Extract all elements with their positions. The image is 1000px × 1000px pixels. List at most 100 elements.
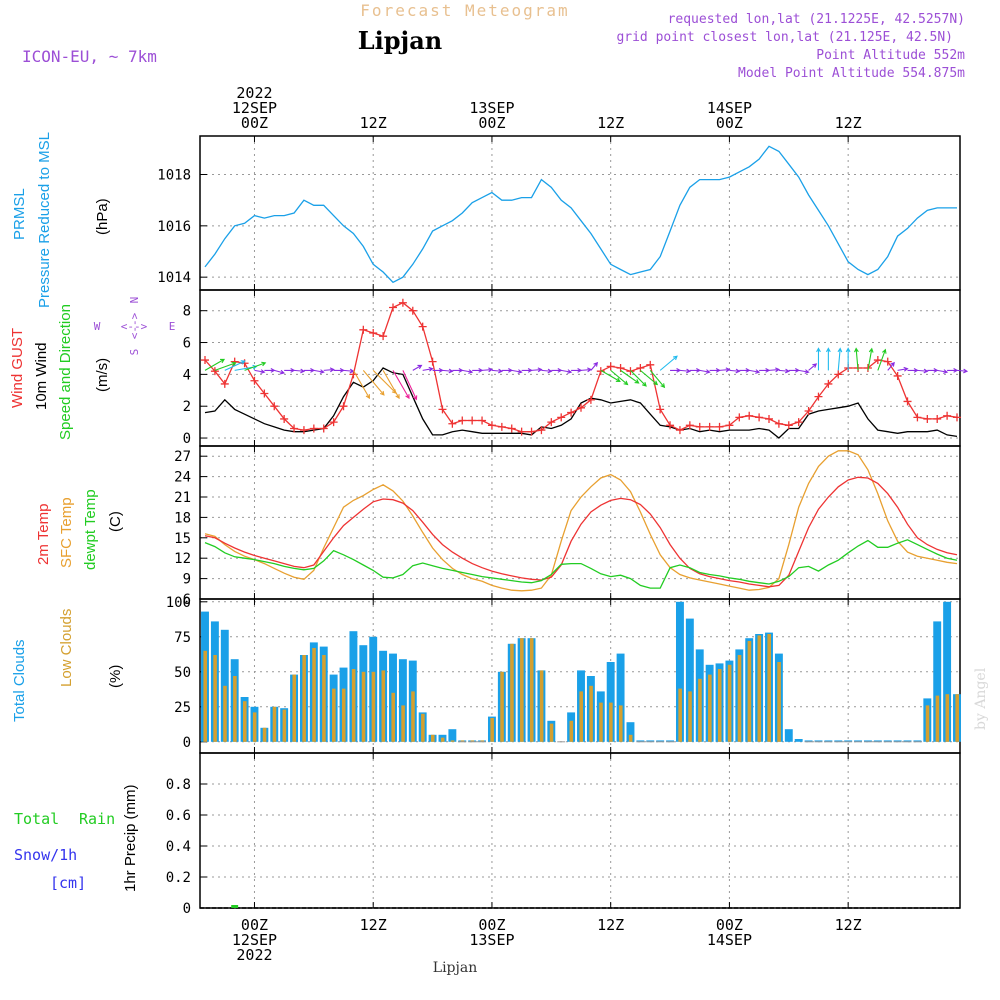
gust-point — [448, 419, 457, 428]
wind-arrow — [442, 368, 454, 374]
y-tick-label: 1014 — [157, 270, 191, 286]
time-label: 13SEP — [469, 931, 514, 949]
gust-point — [695, 422, 704, 431]
gust-point — [201, 356, 209, 365]
time-label: 2022 — [236, 946, 272, 964]
wind-arrow — [254, 369, 266, 374]
wind-arrow — [610, 369, 629, 386]
gust-point — [824, 379, 833, 388]
wind-arrow — [224, 360, 246, 371]
rain-bar — [231, 905, 239, 908]
y-tick-label: 75 — [174, 630, 191, 646]
total-cloud-bar — [675, 601, 684, 742]
gust-point — [527, 427, 536, 436]
low-cloud-bar — [945, 694, 950, 742]
panel-frame — [199, 752, 961, 909]
y-tick-label: 4 — [183, 367, 191, 383]
gust-point — [497, 422, 506, 431]
total-cloud-bar — [666, 740, 675, 742]
temp2m-line — [204, 476, 958, 588]
precip-labels: Total Rain Snow/1h [cm] 1hr Precip (mm) — [14, 784, 139, 892]
wind-arrow — [422, 366, 434, 372]
y-tick-label: 0.8 — [166, 777, 191, 793]
wind-arrow — [808, 363, 818, 371]
total-cloud-bar — [685, 618, 694, 742]
total-cloud-bar — [804, 740, 813, 742]
gust-point — [675, 426, 684, 435]
wind-arrow — [640, 369, 659, 386]
gust-point — [774, 419, 783, 428]
precip-unit: 1hr Precip (mm) — [122, 784, 139, 892]
wind-unit: (m/s) — [94, 358, 111, 392]
low-cloud-bar — [569, 720, 574, 742]
gust-point — [784, 421, 793, 430]
gust-point — [725, 421, 734, 430]
y-tick-label: 18 — [174, 510, 191, 526]
gust-point — [913, 413, 922, 422]
gust-point — [577, 403, 585, 412]
time-label: 12Z — [597, 114, 624, 132]
gust-point — [903, 397, 912, 406]
gust-point — [834, 370, 843, 379]
gust-point — [487, 421, 496, 430]
wind-arrow — [816, 347, 821, 371]
location-title: Lipjan — [358, 26, 442, 55]
gust-point — [468, 416, 477, 425]
wind-arrow — [352, 370, 370, 400]
time-label: 2022 — [236, 84, 272, 102]
time-label: 12Z — [360, 916, 387, 934]
total-cloud-bar — [893, 740, 902, 742]
low-cloud-bar — [233, 676, 237, 742]
gust-point — [794, 418, 803, 427]
low-cloud-bar — [282, 709, 287, 742]
low-cloud-bar — [391, 692, 395, 742]
wind-arrow — [294, 368, 306, 374]
total-cloud-bar — [794, 739, 803, 742]
low-cloud-bar — [371, 671, 376, 742]
snow-label: Snow/1h — [14, 846, 77, 864]
total-cloud-bar — [933, 621, 942, 742]
time-label: 00Z — [478, 916, 505, 934]
y-tick-label: 50 — [174, 665, 191, 681]
sfctemp-line — [204, 450, 958, 592]
low-cloud-bar — [925, 705, 930, 742]
gust-point — [893, 371, 902, 380]
temp2m-label: 2m Temp — [35, 504, 52, 565]
wind-arrow — [709, 367, 721, 373]
gust-point — [547, 418, 556, 427]
wind-arrow — [837, 347, 843, 371]
model-altitude: Model Point Altitude 554.875m — [738, 66, 965, 81]
y-tick-label: 15 — [174, 531, 191, 547]
wind-arrow — [551, 367, 563, 373]
wind-arrow — [531, 367, 543, 373]
gust-point — [418, 322, 427, 331]
compass-s: S — [128, 349, 141, 356]
low-cloud-bar — [312, 648, 316, 742]
time-label: 00Z — [716, 114, 743, 132]
total-cloud-bar — [883, 740, 892, 742]
gust-point — [339, 402, 348, 411]
wind-arrow — [571, 367, 583, 373]
wind-arrow — [274, 369, 286, 375]
low-cloud-bar — [767, 634, 771, 742]
wind-arrow — [854, 347, 859, 371]
compass-w: W — [94, 320, 101, 333]
low-cloud-bar — [599, 702, 603, 742]
wind-arrow — [264, 367, 276, 373]
y-tick-label: 9 — [183, 572, 191, 588]
wind-arrow — [877, 348, 887, 371]
wind-arrow — [788, 367, 800, 373]
gust-point — [438, 405, 447, 414]
clouds-labels: Total Clouds Low Clouds (%) — [11, 609, 124, 722]
wind-arrow — [333, 367, 345, 373]
compass-n: N — [128, 297, 141, 304]
total-cloud-bar — [398, 659, 407, 742]
time-label: 12SEP — [232, 931, 277, 949]
wind-arrow — [897, 366, 909, 372]
total-cloud-bar — [448, 729, 457, 742]
low-cloud-bar — [500, 671, 504, 742]
panel-pressure: 1014 1016 1018 — [157, 135, 961, 291]
gust-point — [220, 379, 229, 388]
compass-e: E — [169, 320, 176, 333]
y-tick-label: 0.6 — [166, 808, 191, 824]
